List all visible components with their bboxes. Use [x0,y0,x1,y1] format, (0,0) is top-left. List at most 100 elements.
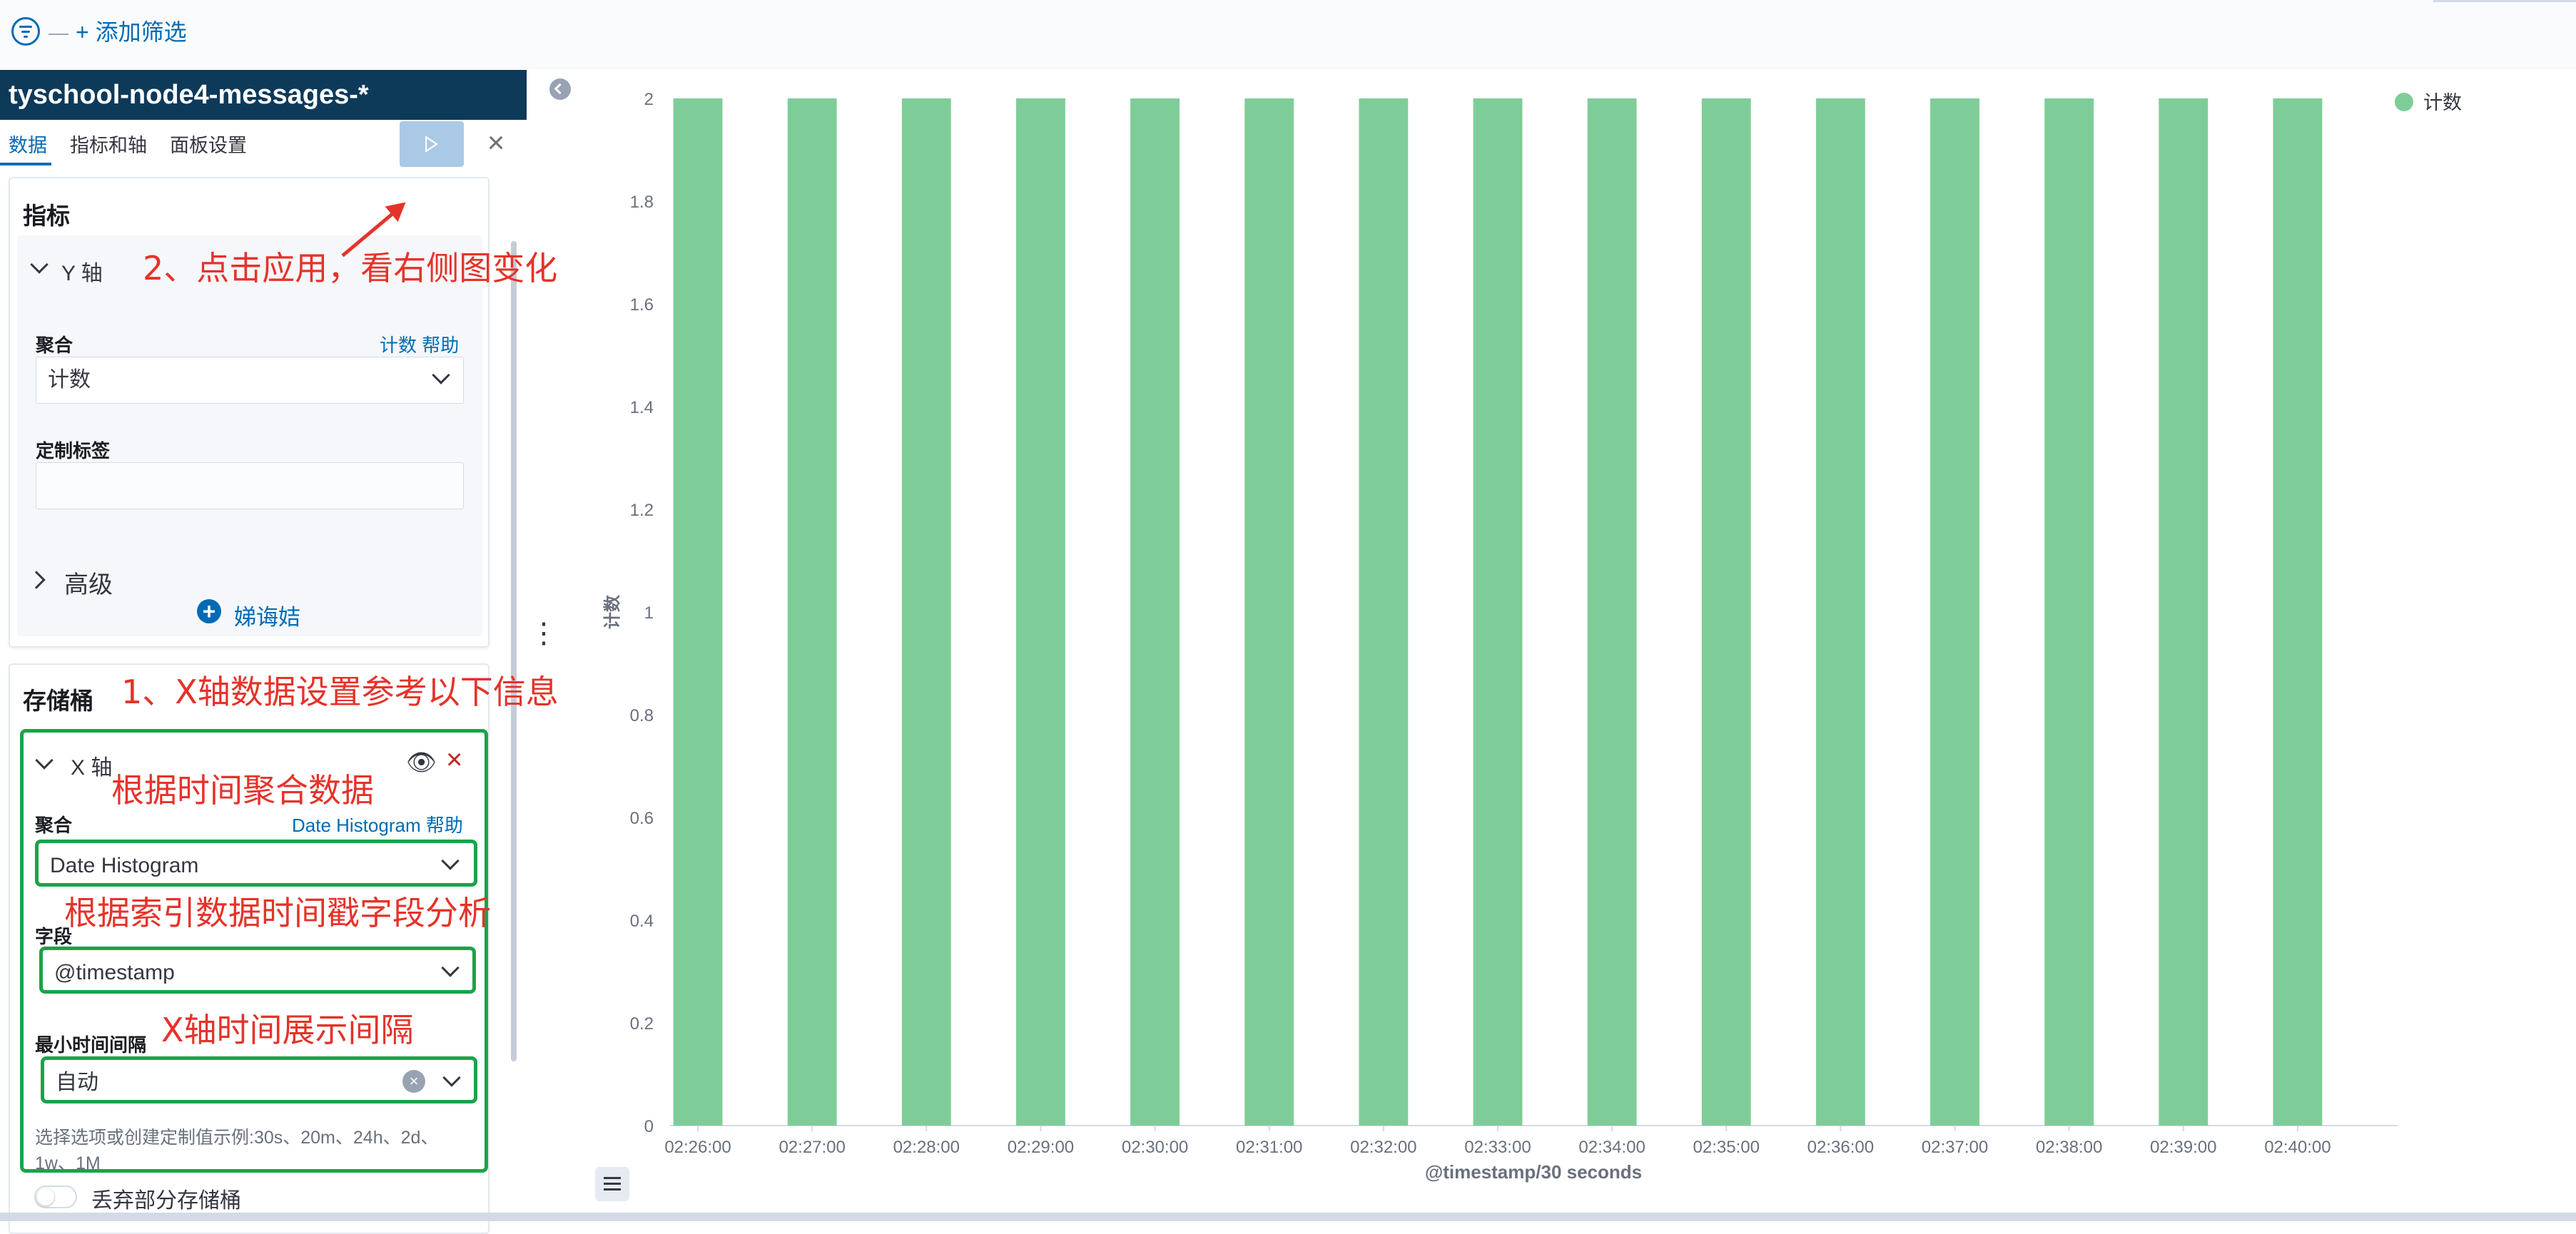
y-tick-label: 0.6 [630,809,654,828]
x-axis-bucket: X 轴 👁 × 聚合 Date Histogram 帮助 Date Histog… [20,729,488,1173]
chevron-right-icon[interactable] [27,571,46,589]
legend-toggle-icon[interactable] [595,1167,629,1201]
field-select[interactable]: @timestamp [39,947,476,994]
chevron-down-icon [432,366,450,384]
filter-options-icon[interactable] [11,17,40,46]
editor-sidebar: tyschool-node4-messages-* 数据 指标和轴 面板设置 ×… [0,70,559,1234]
bucket-aggregation-select[interactable]: Date Histogram [35,840,477,887]
interval-label: 最小时间间隔 [35,1034,147,1056]
advanced-toggle[interactable]: 高级 [64,571,113,598]
x-tick-label: 02:37:00 [1922,1138,1988,1157]
resize-handle-icon[interactable]: ⋮ [529,618,558,649]
x-tick-label: 02:29:00 [1008,1138,1074,1157]
interval-select[interactable]: 自动 × [41,1056,477,1103]
aggregation-label: 聚合 [36,335,73,356]
y-tick-label: 1.8 [630,193,654,212]
eye-icon[interactable]: 👁 [406,749,437,776]
editor-tabs: 数据 指标和轴 面板设置 × [0,120,527,167]
buckets-title: 存储桶 [23,688,93,714]
buckets-panel: 存储桶 X 轴 👁 × 聚合 Date Histogram 帮助 Date Hi… [9,663,490,1234]
y-tick-label: 2 [644,90,654,109]
bar [901,98,951,1126]
x-tick-label: 02:32:00 [1350,1138,1416,1157]
drop-partial-toggle[interactable] [34,1185,77,1208]
select-value: Date Histogram [50,854,199,877]
y-axis-label[interactable]: Y 轴 [61,262,103,285]
y-axis-agg: Y 轴 聚合 计数 帮助 计数 定制标签 高级 [17,235,482,636]
tab-data[interactable]: 数据 [9,135,47,156]
annotation-aggregate-by-time: 根据时间聚合数据 [111,771,374,810]
bar [1815,98,1865,1126]
custom-label-input[interactable] [36,462,464,509]
collapse-sidebar-icon[interactable] [549,78,571,100]
chevron-down-icon [442,1069,461,1087]
interval-help-text: 选择选项或创建定制值示例:30s、20m、24h、2d、1w、1M [35,1128,439,1173]
y-tick-label: 1.6 [630,295,654,315]
legend-swatch [2395,93,2413,111]
divider [2433,0,2576,2]
x-tick-label: 02:28:00 [893,1138,960,1157]
y-axis-title: 计数 [603,594,622,629]
bar [2159,98,2209,1126]
chevron-down-icon[interactable] [30,255,49,274]
y-tick-label: 1.4 [630,398,654,417]
x-tick-label: 02:35:00 [1693,1138,1760,1157]
bar [1930,98,1979,1126]
remove-x-icon[interactable]: × [446,744,463,775]
index-pattern-title: tyschool-node4-messages-* [0,70,527,120]
bar [1473,98,1523,1126]
annotation-apply: 2、点击应用，看右侧图变化 [143,249,558,287]
metrics-panel: 指标 Y 轴 聚合 计数 帮助 计数 定制标签 高级 + 娣诲姞 [9,177,490,648]
x-axis-label[interactable]: X 轴 [71,756,113,780]
bar [1130,98,1180,1126]
y-tick-label: 0 [644,1117,654,1136]
filter-separator: — [49,21,69,44]
clear-icon[interactable]: × [402,1070,425,1093]
chart-area: 0 0.2 0.4 0.6 0.8 1 1.2 1.4 1.6 1.8 2 计数 02:26:00 02:… [585,71,2576,1213]
x-tick-label: 02:26:00 [664,1138,731,1157]
aggregation-help-link[interactable]: 计数 帮助 [380,335,460,356]
aggregation-help-link[interactable]: Date Histogram 帮助 [292,815,463,836]
x-tick-label: 02:39:00 [2150,1138,2216,1157]
bar [1587,98,1637,1126]
bar [1016,98,1065,1126]
metrics-title: 指标 [23,203,70,229]
bottom-scrollbar[interactable] [0,1213,2576,1221]
x-tick-label: 02:33:00 [1464,1138,1531,1157]
aggregation-label: 聚合 [35,815,73,836]
bar [1701,98,1751,1126]
y-tick-label: 1.2 [630,501,654,520]
y-tick-label: 0.4 [630,912,654,931]
tab-panel-settings[interactable]: 面板设置 [170,135,247,156]
annotation-interval: X轴时间展示间隔 [161,1011,414,1049]
sidebar-scrollbar[interactable] [511,241,517,1061]
custom-label-label: 定制标签 [36,440,111,462]
add-filter-link[interactable]: + 添加筛选 [76,19,187,45]
chevron-down-icon [441,852,460,870]
bar [673,98,723,1126]
bar-chart: 0 0.2 0.4 0.6 0.8 1 1.2 1.4 1.6 1.8 2 计数 02:26:00 02:… [603,90,2462,1183]
legend-label: 计数 [2423,92,2462,113]
y-tick-label: 0.2 [630,1014,654,1034]
chevron-down-icon[interactable] [35,751,54,770]
bar [1244,98,1294,1126]
annotation-x-axis-settings: 1、X轴数据设置参考以下信息 [121,673,559,711]
tab-metrics-axes[interactable]: 指标和轴 [70,135,147,156]
active-tab-indicator [0,163,51,165]
bar [2044,98,2094,1126]
y-tick-label: 1 [644,603,654,623]
x-tick-label: 02:36:00 [1807,1138,1874,1157]
apply-changes-button[interactable] [400,121,464,167]
bar [2273,98,2323,1126]
annotation-timestamp-field: 根据索引数据时间戳字段分析 [64,894,491,932]
metric-aggregation-select[interactable]: 计数 [36,357,464,404]
x-tick-label: 02:38:00 [2036,1138,2102,1157]
add-icon[interactable]: + [197,599,221,623]
x-tick-label: 02:30:00 [1122,1138,1188,1157]
add-metric-button[interactable]: 娣诲姞 [234,605,300,630]
field-label: 字段 [35,926,73,947]
bar [787,98,837,1126]
y-tick-label: 0.8 [630,706,654,725]
discard-close-icon[interactable]: × [487,126,505,159]
x-tick-label: 02:27:00 [779,1138,845,1157]
